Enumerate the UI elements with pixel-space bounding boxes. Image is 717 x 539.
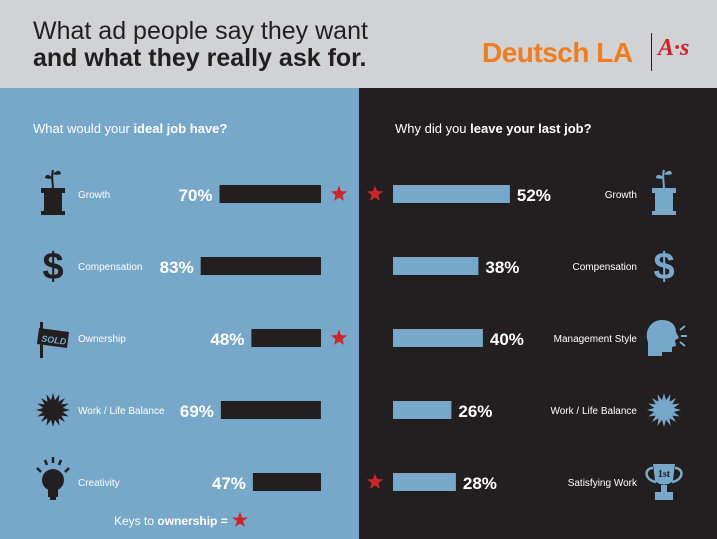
title-line-2: and what they really ask for. xyxy=(33,44,367,72)
right-panel xyxy=(359,88,717,539)
brand-divider xyxy=(651,33,652,71)
svg-text:$: $ xyxy=(653,246,674,288)
left-value-label: 48% xyxy=(210,330,244,349)
left-question-prefix: What would your xyxy=(33,121,134,136)
left-question: What would your ideal job have? xyxy=(33,121,227,136)
left-dollar-icon: $ xyxy=(42,246,63,288)
right-shouting-head-icon xyxy=(646,320,687,356)
right-value-label: 40% xyxy=(490,330,524,349)
right-category-label: Management Style xyxy=(554,334,638,345)
right-dollar-icon: $ xyxy=(653,246,674,288)
right-bar xyxy=(393,257,479,275)
left-star-icon xyxy=(330,329,348,345)
right-value-label: 28% xyxy=(463,474,497,493)
left-sold-sign-icon: SOLD xyxy=(37,322,69,358)
right-question-bold: leave your last job? xyxy=(470,121,592,136)
right-category-label: Growth xyxy=(605,190,637,201)
title-line-1: What ad people say they want xyxy=(33,17,368,45)
keys-prefix: Keys to xyxy=(114,514,158,528)
right-star-icon xyxy=(366,185,384,201)
right-question-prefix: Why did you xyxy=(395,121,471,136)
keys-legend: Keys to ownership = xyxy=(114,512,248,528)
right-star-icon xyxy=(366,473,384,489)
keys-bold: ownership = xyxy=(157,514,228,528)
left-category-label: Growth xyxy=(78,190,110,201)
left-category-label: Compensation xyxy=(78,262,142,273)
left-bar xyxy=(251,329,321,347)
svg-text:$: $ xyxy=(42,246,63,288)
left-bar xyxy=(220,401,321,419)
right-value-label: 26% xyxy=(458,402,492,421)
aaaa-badge: A·s xyxy=(658,35,690,61)
left-bar xyxy=(200,257,321,275)
right-category-label: Satisfying Work xyxy=(568,478,638,489)
left-plant-pedestal-icon xyxy=(41,169,65,215)
svg-text:1st: 1st xyxy=(658,469,671,480)
left-category-label: Creativity xyxy=(78,478,120,489)
right-bar xyxy=(393,473,456,491)
left-value-label: 47% xyxy=(212,474,246,493)
right-value-label: 52% xyxy=(517,186,551,205)
keys-star-icon xyxy=(231,512,248,527)
right-plant-pedestal-icon xyxy=(652,169,676,215)
left-lightbulb-icon xyxy=(36,457,70,500)
right-sun-icon xyxy=(647,393,681,427)
brand-logo: Deutsch LA xyxy=(482,37,633,68)
left-bar xyxy=(219,185,321,203)
left-value-label: 69% xyxy=(180,402,214,421)
svg-text:SOLD: SOLD xyxy=(41,334,68,347)
left-value-label: 83% xyxy=(160,258,194,277)
left-category-label: Work / Life Balance xyxy=(78,406,165,417)
left-star-icon xyxy=(330,185,348,201)
right-bar xyxy=(393,401,452,419)
left-category-label: Ownership xyxy=(78,334,126,345)
right-question: Why did you leave your last job? xyxy=(395,121,592,136)
right-category-label: Compensation xyxy=(573,262,637,273)
header xyxy=(0,0,717,88)
right-bar xyxy=(393,185,510,203)
left-sun-icon xyxy=(36,393,70,427)
left-question-bold: ideal job have? xyxy=(133,121,228,136)
left-value-label: 70% xyxy=(178,186,212,205)
right-value-label: 38% xyxy=(485,258,519,277)
left-bar xyxy=(252,473,321,491)
right-bar xyxy=(393,329,483,347)
right-category-label: Work / Life Balance xyxy=(550,406,637,417)
right-trophy-icon: 1st xyxy=(645,464,683,500)
